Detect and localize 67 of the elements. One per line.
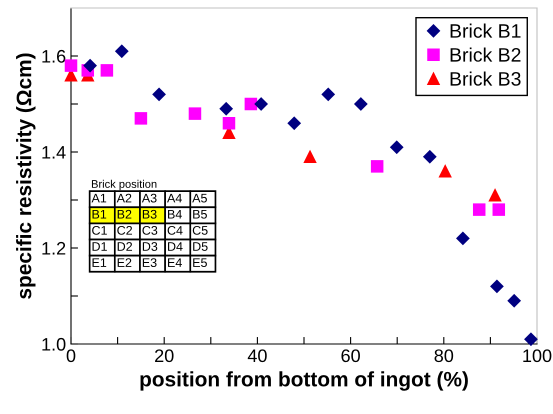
x-tick-label: 40 — [248, 349, 267, 362]
point — [472, 203, 486, 216]
annotation: D4 — [168, 242, 183, 251]
point — [222, 116, 236, 130]
point — [423, 150, 436, 164]
legend-label: Brick B3 — [450, 71, 521, 86]
x-tick-label: 0 — [66, 349, 76, 362]
point — [115, 44, 128, 58]
x-tick-label: 20 — [155, 349, 174, 362]
point — [244, 98, 258, 110]
point — [390, 140, 404, 154]
annotation: C5 — [192, 226, 208, 235]
y-tick-label: 1.0 — [42, 338, 66, 351]
point — [456, 232, 470, 245]
point — [322, 88, 335, 101]
point — [370, 160, 384, 173]
annotation: C1 — [92, 226, 107, 235]
point — [134, 112, 148, 125]
annotation: A5 — [192, 194, 207, 203]
point — [488, 188, 502, 202]
annotation: D1 — [92, 242, 107, 251]
annotation: E2 — [118, 258, 132, 267]
point — [188, 107, 202, 120]
point — [438, 164, 452, 178]
point — [524, 332, 538, 346]
y-axis-title: specific resistivity (Ωcm) — [16, 53, 36, 299]
annotation: E1 — [92, 258, 106, 267]
annotation: C4 — [168, 226, 183, 235]
point — [254, 97, 268, 111]
annotation: E5 — [193, 258, 207, 268]
x-tick-label: 60 — [341, 349, 360, 362]
annotation: A4 — [167, 194, 182, 202]
point — [490, 280, 504, 293]
y-tick-label: 1.4 — [42, 146, 66, 159]
point — [152, 88, 166, 101]
point — [100, 64, 114, 77]
annotation: E4 — [168, 258, 182, 267]
point — [64, 59, 78, 72]
x-tick-label: 100 — [523, 349, 552, 362]
legend-label: Brick B2 — [450, 48, 520, 62]
y-tick-label: 1.6 — [42, 50, 66, 63]
annotation: B2 — [118, 210, 132, 219]
annotation: B3 — [142, 210, 157, 219]
point — [84, 59, 97, 72]
annotation: A1 — [92, 194, 106, 202]
point — [508, 294, 521, 308]
point — [220, 102, 233, 116]
annotation: D2 — [118, 242, 132, 251]
annotation: C3 — [142, 226, 158, 235]
annotation: B1 — [92, 210, 106, 219]
annotation: B5 — [193, 210, 207, 219]
annotation: Brick position — [92, 180, 156, 190]
annotation: C2 — [117, 226, 132, 235]
annotation: B4 — [168, 210, 182, 219]
point — [288, 116, 301, 130]
annotation: A2 — [116, 194, 132, 202]
annotation: A3 — [142, 194, 157, 203]
x-axis-title: position from bottom of ingot (%) — [140, 371, 468, 391]
annotation: D5 — [193, 242, 208, 251]
annotation: E3 — [142, 258, 157, 268]
y-tick-label: 1.2 — [42, 242, 66, 255]
point — [304, 150, 316, 164]
legend-label: Brick B1 — [450, 24, 520, 38]
point — [354, 97, 368, 111]
point — [492, 203, 506, 216]
annotation: D3 — [142, 242, 158, 251]
x-tick-label: 80 — [434, 349, 454, 362]
